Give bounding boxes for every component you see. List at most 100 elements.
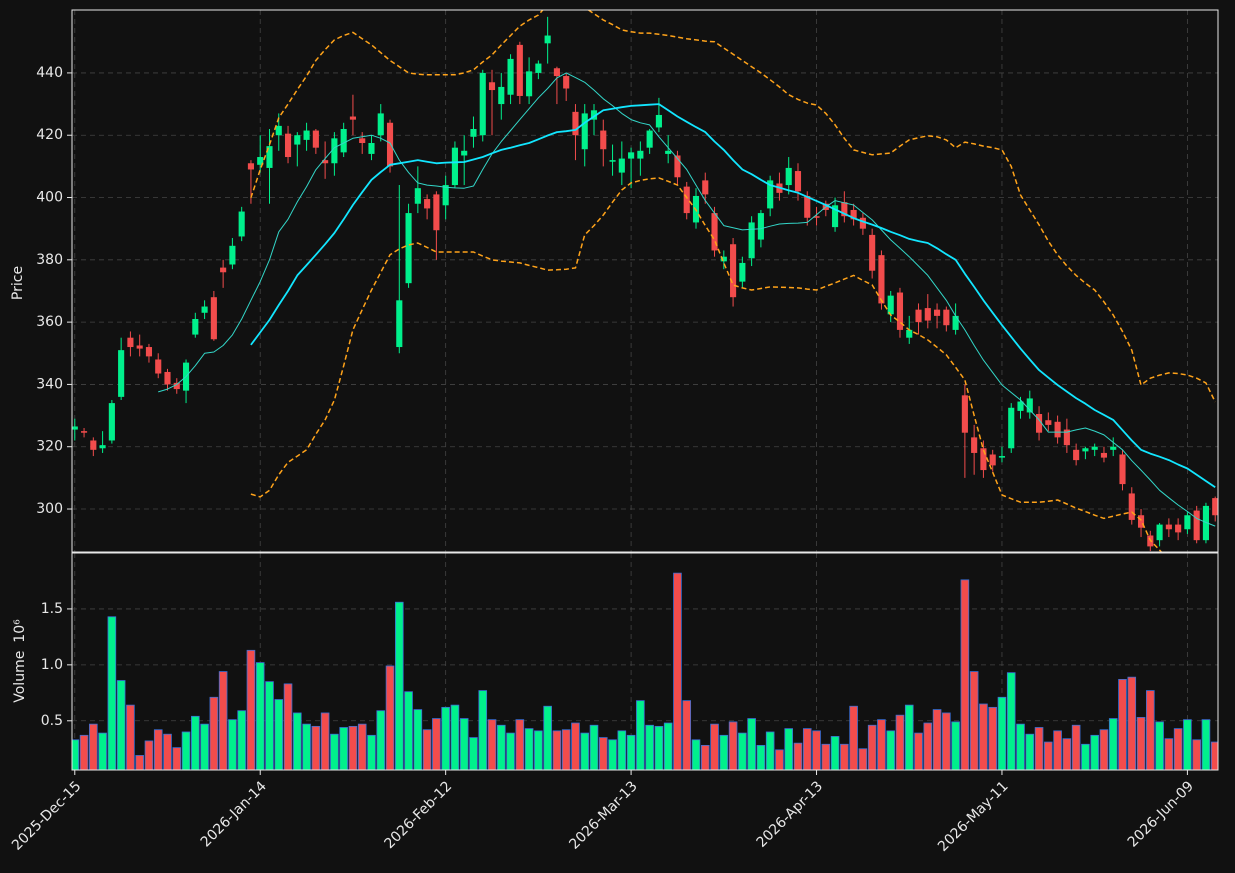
candle-body xyxy=(767,180,774,209)
volume-bar xyxy=(682,700,692,770)
volume-bar xyxy=(812,730,821,770)
candle-body xyxy=(1137,515,1145,528)
volume-label: Volume xyxy=(12,651,28,703)
volume-bar xyxy=(849,705,858,770)
volume-bar xyxy=(552,730,562,770)
y-axis-label: Price xyxy=(10,266,26,300)
candle-body xyxy=(934,309,941,316)
volume-bar xyxy=(487,719,497,770)
y-tick-label: 340 xyxy=(36,376,63,392)
volume-bar xyxy=(710,723,719,770)
candle-body xyxy=(600,130,607,150)
candle-body xyxy=(266,146,273,168)
candle-body xyxy=(210,297,217,340)
candle-body xyxy=(1175,524,1182,533)
volume-bar xyxy=(135,755,144,770)
y-tick-label: 320 xyxy=(36,439,63,455)
volume-bar xyxy=(534,730,543,770)
volume-bar xyxy=(200,723,209,770)
volume-axis-label: Volume 10⁶ xyxy=(12,619,28,703)
volume-bar xyxy=(515,719,525,770)
volume-bar xyxy=(988,706,997,770)
candle-body xyxy=(257,157,264,165)
y-tick-label: 1.0 xyxy=(41,657,63,673)
candle-body xyxy=(1035,414,1043,433)
volume-bar xyxy=(181,731,191,770)
volume-bar xyxy=(738,732,747,770)
candle-body xyxy=(275,125,282,136)
volume-bar xyxy=(126,704,135,770)
candle-body xyxy=(850,209,857,220)
volume-layer xyxy=(72,572,1218,770)
candle-body xyxy=(943,309,950,326)
volume-bar xyxy=(1108,718,1118,770)
candle-body xyxy=(618,158,625,173)
candle-body xyxy=(405,213,412,284)
volume-bar xyxy=(1053,730,1062,770)
candle-body xyxy=(349,116,356,120)
candle-body xyxy=(794,171,802,192)
candle-body xyxy=(1193,510,1200,541)
volume-bar xyxy=(626,734,636,770)
volume-bar xyxy=(830,736,840,770)
candle-body xyxy=(1008,407,1015,449)
candle-body xyxy=(989,454,996,466)
candle-body xyxy=(572,111,579,136)
candle-body xyxy=(720,256,727,262)
candle-body xyxy=(164,371,171,385)
volume-bar xyxy=(237,710,246,770)
candle-body xyxy=(479,72,486,136)
volume-bar xyxy=(191,715,200,770)
volume-bar xyxy=(1146,690,1155,770)
candle-body xyxy=(739,262,746,282)
candle-body xyxy=(757,213,764,240)
volume-bar xyxy=(608,739,617,770)
candle-body xyxy=(748,222,755,259)
indicator-line xyxy=(158,72,1216,527)
volume-bar xyxy=(422,729,432,770)
volume-bar xyxy=(719,734,729,770)
candle-body xyxy=(173,382,180,390)
candle-body xyxy=(553,68,560,77)
volume-bar xyxy=(1173,728,1183,770)
candle-body xyxy=(424,199,431,209)
candle-body xyxy=(498,86,505,105)
candle-body xyxy=(665,150,672,154)
candle-body xyxy=(1110,446,1117,450)
volume-bar xyxy=(543,705,552,770)
candle-body xyxy=(544,35,551,44)
volume-bar xyxy=(524,728,534,770)
volume-bar xyxy=(255,662,265,770)
candle-body xyxy=(1017,401,1024,411)
volume-multiplier: 10⁶ xyxy=(12,619,28,643)
candle-body xyxy=(730,244,737,298)
candle-body xyxy=(609,160,616,162)
y-tick-label: 380 xyxy=(36,252,63,268)
volume-bar xyxy=(413,709,423,770)
volume-bar xyxy=(1201,719,1211,770)
volume-bar xyxy=(636,700,645,770)
candle-body xyxy=(952,315,959,330)
candle-body xyxy=(998,456,1006,458)
volume-bar xyxy=(589,724,599,770)
volume-bar xyxy=(673,572,682,770)
price-layer xyxy=(72,16,1218,552)
volume-bar xyxy=(357,723,367,770)
volume-bar xyxy=(320,712,330,770)
volume-bar xyxy=(163,733,172,770)
y-tick-label: 0.5 xyxy=(41,713,63,729)
volume-bar xyxy=(283,683,293,770)
volume-bar xyxy=(979,703,988,770)
volume-bar xyxy=(330,733,339,770)
candle-body xyxy=(322,160,329,164)
volume-bar xyxy=(691,739,701,770)
volume-bar xyxy=(311,725,321,770)
volume-bar xyxy=(1090,734,1099,770)
volume-bar xyxy=(506,732,515,770)
volume-bar xyxy=(1192,739,1201,770)
candle-body xyxy=(136,345,143,349)
candle-body xyxy=(1119,454,1126,485)
volume-bar xyxy=(700,744,710,770)
line-layer xyxy=(158,10,1216,552)
volume-bar xyxy=(1044,741,1053,770)
